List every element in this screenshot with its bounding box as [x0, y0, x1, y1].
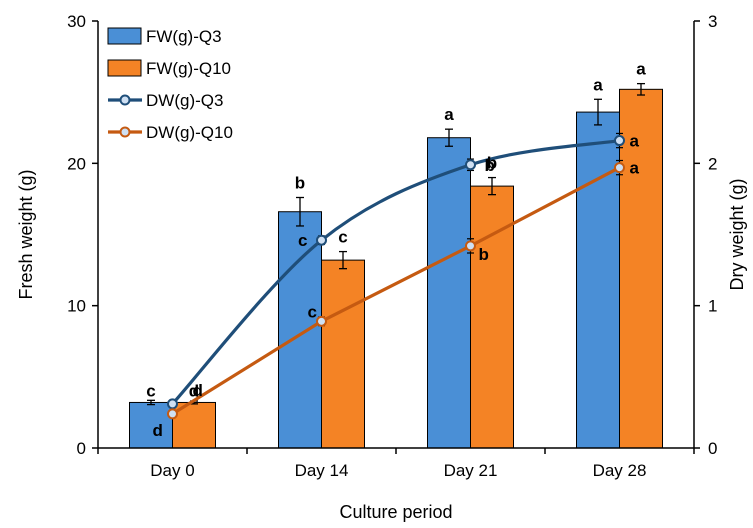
line-dw-g-q10 — [171, 166, 621, 416]
sig-label-fw-g-q3-day-0: c — [146, 381, 155, 400]
point-dw-g-q3-day-28 — [614, 135, 625, 147]
y-tick-label-30: 30 — [67, 12, 86, 31]
sig-label-fw-g-q10-day-28: a — [636, 60, 646, 79]
legend-swatch-fw-q10 — [107, 59, 142, 77]
point-dw-g-q3-day-21 — [465, 159, 476, 171]
sig-label-dw-g-q3-day-28: a — [630, 132, 640, 151]
sig-label-fw-g-q10-day-14: c — [338, 228, 347, 247]
y2-tick-label-2: 2 — [708, 154, 717, 173]
point-dw-g-q10-day-21 — [465, 240, 476, 252]
axes-layer: 0 10 20 30 0 1 2 3 Day 0 Day 14 Day 21 Day 28 — [67, 12, 717, 480]
sig-label-dw-g-q10-day-14: c — [308, 302, 317, 321]
x-tick-label-day-0: Day 0 — [150, 461, 194, 480]
y-tick-label-20: 20 — [67, 154, 86, 173]
x-tick-label-day-14: Day 14 — [295, 461, 349, 480]
sig-label-dw-g-q3-day-21: b — [485, 156, 495, 175]
bar-fw-g-q10-day-14 — [321, 259, 365, 449]
bar-fw-g-q10-day-21 — [470, 185, 514, 449]
bars-layer — [129, 82, 663, 449]
point-dw-g-q3-day-14 — [316, 234, 327, 246]
legend-label-dw-q10: DW(g)-Q10 — [146, 123, 233, 142]
sig-label-dw-g-q10-day-0: d — [153, 421, 163, 440]
y-tick-label-0: 0 — [77, 439, 86, 458]
sig-label-dw-g-q3-day-0: d — [193, 381, 203, 400]
sig-label-fw-g-q10-day-0: d — [189, 381, 199, 400]
point-dw-g-q10-day-14 — [316, 315, 327, 327]
bar-fw-g-q3-day-0 — [129, 401, 173, 449]
legend-marker-dw-q10 — [119, 126, 131, 138]
bar-fw-g-q10-day-28 — [619, 88, 663, 449]
sig-label-dw-g-q3-day-14: c — [298, 231, 307, 250]
y-axis-title: Fresh weight (g) — [16, 169, 36, 299]
line-dw-g-q3 — [171, 138, 620, 405]
legend: FW(g)-Q3 FW(g)-Q10 DW(g)-Q3 DW(g)-Q10 — [107, 27, 233, 142]
x-axis-title: Culture period — [339, 502, 452, 522]
legend-label-fw-q10: FW(g)-Q10 — [146, 59, 231, 78]
legend-swatch-fw-q3 — [107, 27, 142, 45]
x-tick-label-day-21: Day 21 — [444, 461, 498, 480]
x-tick-label-day-28: Day 28 — [593, 461, 647, 480]
sig-label-dw-g-q10-day-28: a — [630, 159, 640, 178]
sig-label-fw-g-q3-day-14: b — [295, 173, 305, 192]
bar-fw-g-q3-day-28 — [576, 111, 620, 449]
legend-marker-dw-q3 — [119, 94, 131, 106]
legend-label-dw-q3: DW(g)-Q3 — [146, 91, 223, 110]
point-dw-g-q3-day-0 — [167, 398, 178, 410]
y2-tick-label-3: 3 — [708, 12, 717, 31]
legend-label-fw-q3: FW(g)-Q3 — [146, 27, 222, 46]
y2-tick-label-0: 0 — [708, 439, 717, 458]
point-dw-g-q10-day-0 — [167, 408, 178, 420]
lines-layer — [167, 132, 625, 420]
point-dw-g-q10-day-28 — [614, 162, 625, 174]
y2-axis-title: Dry weight (g) — [727, 178, 747, 290]
sig-label-dw-g-q10-day-21: b — [479, 245, 489, 264]
y2-tick-label-1: 1 — [708, 297, 717, 316]
bar-fw-g-q3-day-21 — [427, 137, 471, 449]
sig-label-fw-g-q3-day-28: a — [593, 75, 603, 94]
sig-label-fw-g-q3-day-21: a — [444, 105, 454, 124]
sig-label-fw-g-q10-day-21: b — [487, 154, 497, 173]
y-tick-label-10: 10 — [67, 297, 86, 316]
